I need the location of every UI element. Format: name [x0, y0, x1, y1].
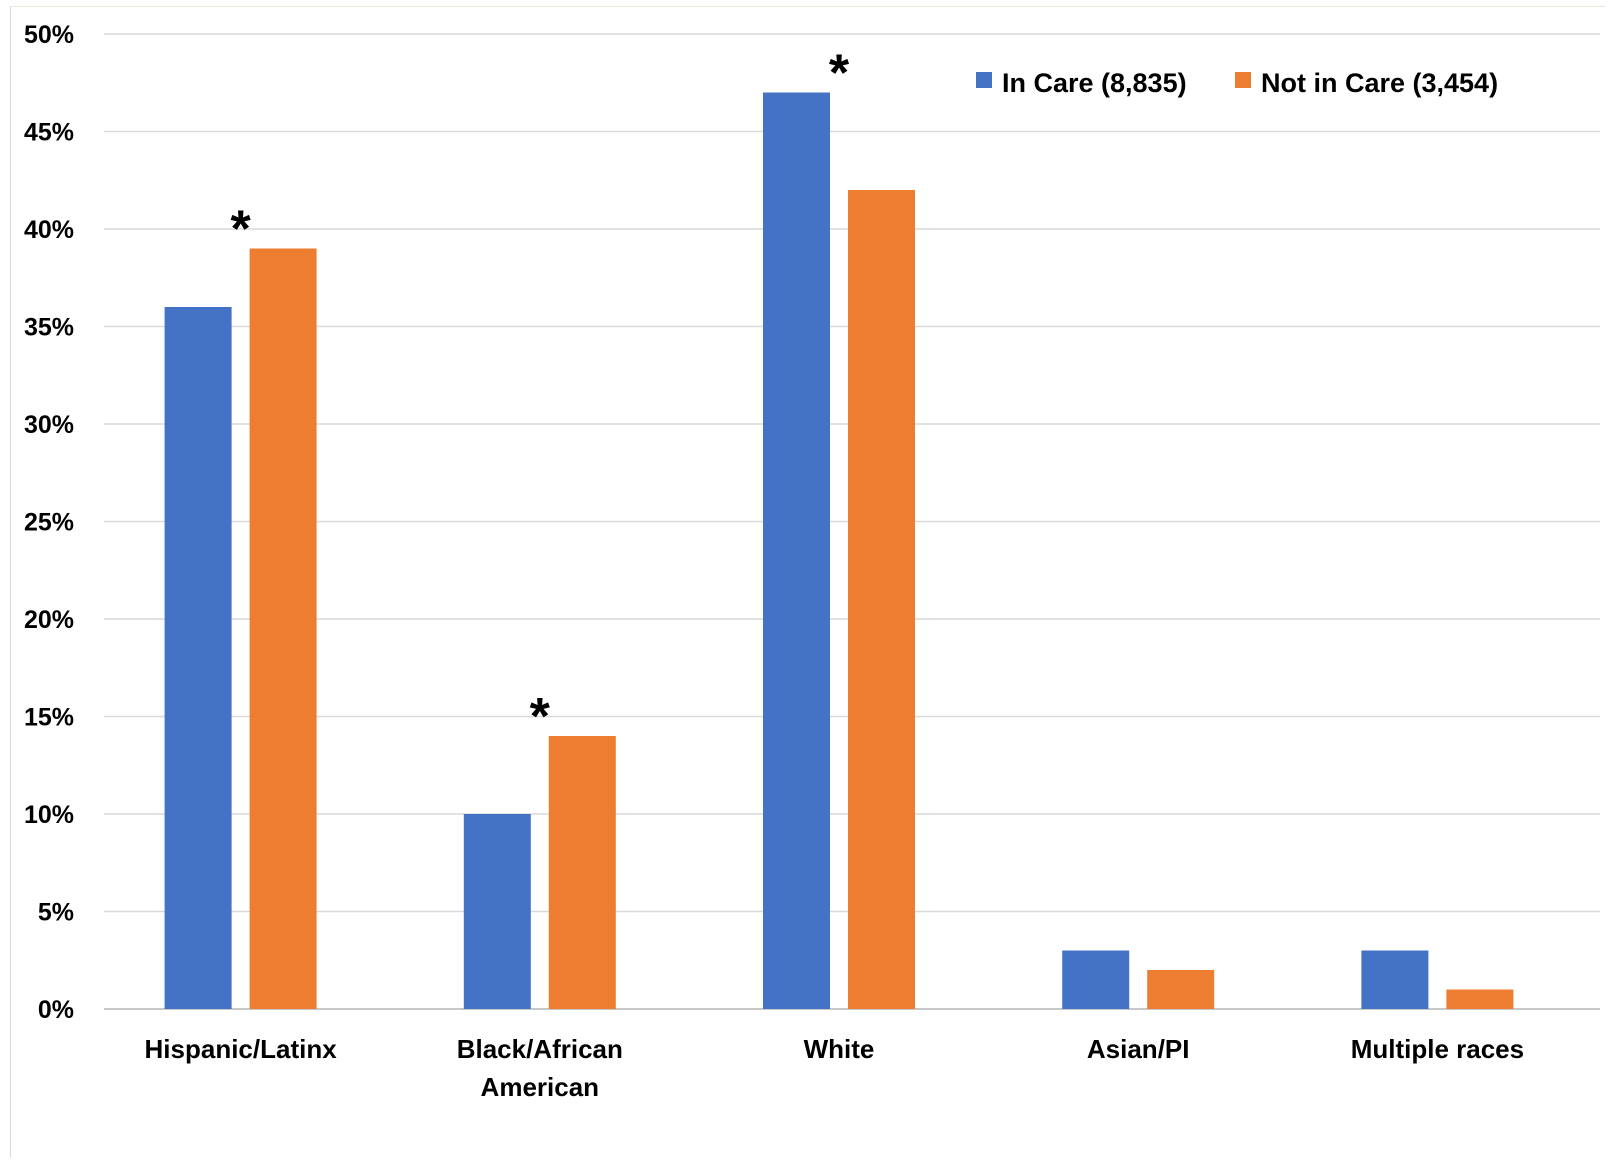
- y-tick-label: 30%: [24, 411, 74, 439]
- bar: [1062, 950, 1130, 1009]
- legend-swatch-in-care: [976, 72, 992, 88]
- x-category-label: Asian/PI: [1087, 1034, 1190, 1064]
- legend-label-not-in-care: Not in Care (3,454): [1261, 68, 1498, 98]
- y-axis-ticks: 0% 5% 10% 15% 20% 25% 30% 35% 40% 45% 50%: [24, 21, 74, 1024]
- bar: [1147, 970, 1215, 1009]
- legend-swatch-not-in-care: [1235, 72, 1251, 88]
- y-tick-label: 50%: [24, 21, 74, 49]
- significance-asterisk: *: [829, 45, 850, 103]
- x-category-label: Black/African: [457, 1034, 623, 1064]
- bar: [463, 814, 531, 1009]
- bar: [164, 307, 232, 1009]
- x-category-label: American: [481, 1072, 600, 1102]
- x-category-label: White: [804, 1034, 875, 1064]
- y-tick-label: 10%: [24, 801, 74, 829]
- chart-frame: [10, 6, 1605, 1158]
- bar: [249, 248, 317, 1009]
- legend: In Care (8,835) Not in Care (3,454): [976, 68, 1498, 98]
- bar: [1446, 989, 1514, 1009]
- bars: [164, 92, 1514, 1009]
- x-category-label: Hispanic/Latinx: [145, 1034, 338, 1064]
- legend-label-in-care: In Care (8,835): [1002, 68, 1187, 98]
- bar: [548, 736, 616, 1009]
- bar: [1361, 950, 1429, 1009]
- significance-asterisk: *: [530, 688, 551, 746]
- bar: [763, 92, 830, 1009]
- y-tick-label: 0%: [38, 996, 74, 1024]
- y-tick-label: 5%: [38, 899, 74, 927]
- y-tick-label: 25%: [24, 509, 74, 537]
- y-tick-label: 15%: [24, 704, 74, 732]
- significance-markers: * * *: [230, 45, 849, 747]
- x-category-label: Multiple races: [1351, 1034, 1524, 1064]
- y-tick-label: 45%: [24, 119, 74, 147]
- y-tick-label: 20%: [24, 606, 74, 634]
- y-tick-label: 40%: [24, 216, 74, 244]
- x-axis-categories: Hispanic/Latinx Black/African American Whit…: [145, 1034, 1525, 1102]
- y-tick-label: 35%: [24, 314, 74, 342]
- bar: [848, 190, 915, 1009]
- significance-asterisk: *: [230, 201, 251, 259]
